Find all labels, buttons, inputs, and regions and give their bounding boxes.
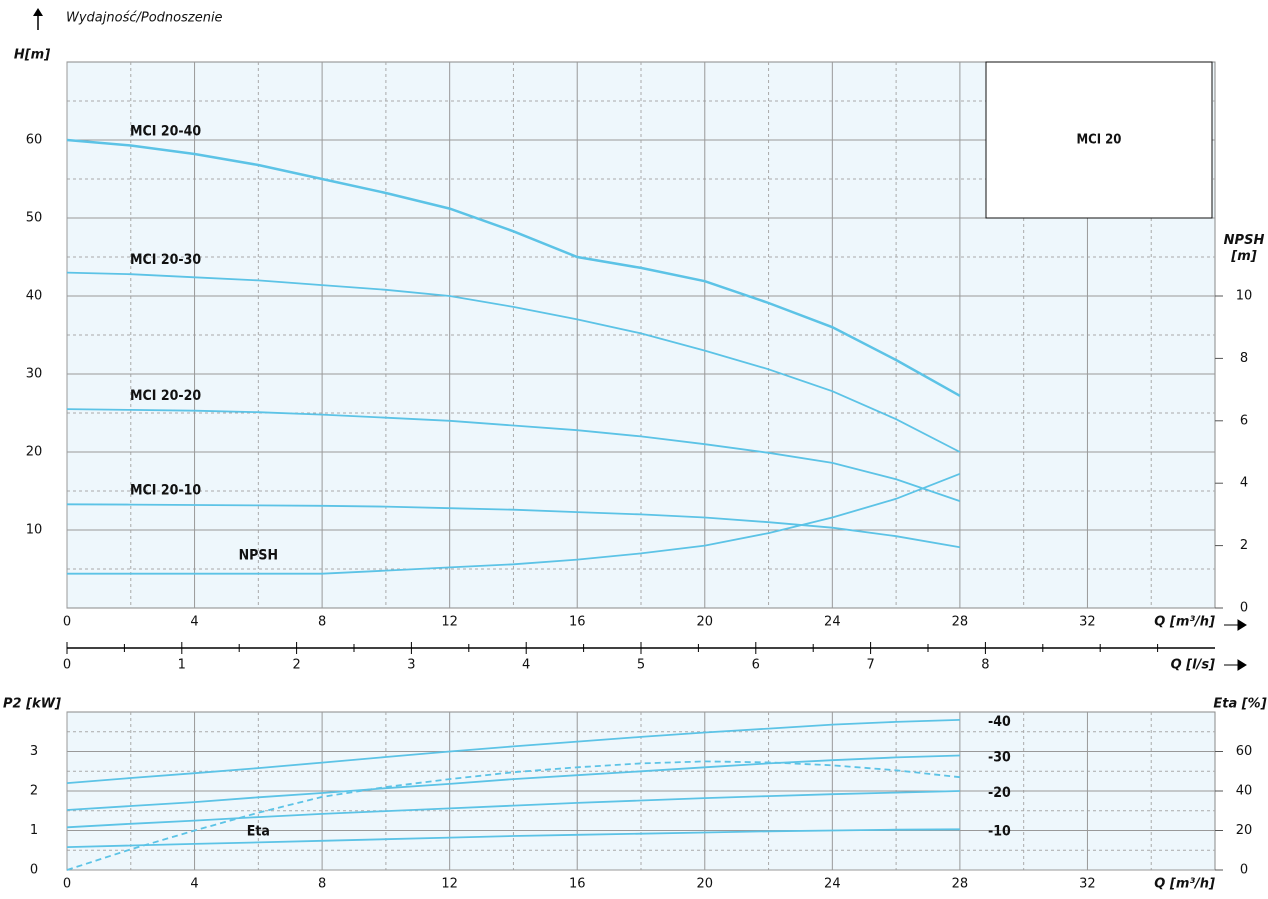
x-tick-label: 16 bbox=[569, 877, 586, 892]
series-label: NPSH bbox=[239, 548, 278, 564]
x-tick-label: 8 bbox=[318, 615, 326, 630]
series-line bbox=[66, 138, 961, 397]
x-tick-label: 4 bbox=[190, 877, 198, 892]
axis-arrow-head bbox=[33, 8, 43, 16]
x-tick-label: 4 bbox=[522, 658, 530, 673]
y-tick-label: 50 bbox=[26, 211, 43, 226]
y-axis-label: H[m] bbox=[14, 48, 50, 63]
series-label: MCI 20-20 bbox=[130, 388, 201, 404]
y2-tick-label: 4 bbox=[1240, 476, 1248, 491]
x-axis-label: Q [m³/h] bbox=[1154, 877, 1215, 892]
series-label: Eta bbox=[247, 824, 270, 840]
y-tick-label: 20 bbox=[26, 445, 43, 460]
x-tick-label: 3 bbox=[407, 658, 415, 673]
y-tick-label: 2 bbox=[30, 784, 38, 799]
y-tick-label: 3 bbox=[30, 744, 38, 759]
y2-tick-label: 40 bbox=[1236, 784, 1253, 799]
series-label: -20 bbox=[988, 785, 1011, 801]
series-label: MCI 20-40 bbox=[130, 123, 201, 139]
x-tick-label: 6 bbox=[752, 658, 760, 673]
x-tick-label: 20 bbox=[697, 615, 714, 630]
y-tick-label: 10 bbox=[26, 523, 43, 538]
y2-tick-label: 0 bbox=[1240, 601, 1248, 616]
y2-tick-label: 20 bbox=[1236, 823, 1253, 838]
x-tick-label: 24 bbox=[824, 877, 841, 892]
series-label: MCI 20-10 bbox=[130, 483, 201, 499]
x-tick-label: 32 bbox=[1079, 615, 1096, 630]
series-label: MCI 20-30 bbox=[130, 252, 201, 268]
series-line bbox=[66, 408, 961, 502]
series-label: -10 bbox=[988, 823, 1011, 839]
axis-arrow bbox=[1224, 659, 1247, 671]
y-tick-label: 30 bbox=[26, 367, 43, 382]
y2-tick-label: 8 bbox=[1240, 351, 1248, 366]
y2-tick-label: 2 bbox=[1240, 538, 1248, 553]
chart-title: Wydajność/Podnoszenie bbox=[66, 11, 223, 26]
x-tick-label: 28 bbox=[952, 877, 969, 892]
x-tick-label: 20 bbox=[697, 877, 714, 892]
y2-tick-label: 10 bbox=[1236, 289, 1253, 304]
y-tick-label: 40 bbox=[26, 289, 43, 304]
x-tick-label: 28 bbox=[952, 615, 969, 630]
x-tick-label: 12 bbox=[441, 877, 458, 892]
x-tick-label: 16 bbox=[569, 615, 586, 630]
y-tick-label: 60 bbox=[26, 133, 43, 148]
x-tick-label: 8 bbox=[981, 658, 989, 673]
axis-arrow bbox=[1224, 619, 1247, 631]
x-tick-label: 2 bbox=[292, 658, 300, 673]
series-line bbox=[67, 472, 961, 575]
series-line bbox=[66, 719, 960, 784]
x-tick-label: 0 bbox=[63, 615, 71, 630]
y2-tick-label: 0 bbox=[1240, 863, 1248, 878]
model-name: MCI 20 bbox=[1077, 133, 1122, 148]
series-line bbox=[66, 754, 960, 811]
x-tick-label: 12 bbox=[441, 615, 458, 630]
x-axis-label: Q [l/s] bbox=[1171, 658, 1215, 673]
x-tick-label: 7 bbox=[866, 658, 874, 673]
series-line bbox=[66, 790, 960, 829]
y2-axis-label: NPSH [m] bbox=[1224, 233, 1265, 264]
series-line bbox=[66, 271, 961, 453]
x-tick-label: 1 bbox=[178, 658, 186, 673]
x-tick-label: 8 bbox=[318, 877, 326, 892]
x-tick-label: 24 bbox=[824, 615, 841, 630]
y-tick-label: 0 bbox=[30, 863, 38, 878]
y2-tick-label: 6 bbox=[1240, 413, 1248, 428]
y-tick-label: 1 bbox=[30, 823, 38, 838]
series-line bbox=[66, 828, 960, 848]
x-tick-label: 5 bbox=[637, 658, 645, 673]
series-line bbox=[66, 503, 961, 549]
series-label: -40 bbox=[988, 714, 1011, 730]
x-tick-label: 4 bbox=[190, 615, 198, 630]
y-axis-label: P2 [kW] bbox=[3, 697, 61, 712]
y2-axis-label: Eta [%] bbox=[1213, 697, 1266, 712]
x-tick-label: 0 bbox=[63, 658, 71, 673]
x-axis-label: Q [m³/h] bbox=[1154, 615, 1215, 630]
series-label: -30 bbox=[988, 749, 1011, 765]
x-tick-label: 0 bbox=[63, 877, 71, 892]
model-box bbox=[985, 61, 1213, 219]
x-tick-label: 32 bbox=[1079, 877, 1096, 892]
y2-tick-label: 60 bbox=[1236, 744, 1253, 759]
series-line bbox=[66, 760, 960, 871]
